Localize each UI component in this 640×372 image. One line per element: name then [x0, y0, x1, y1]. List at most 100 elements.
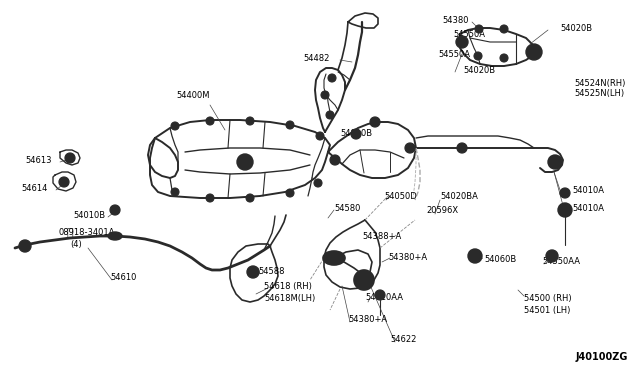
Circle shape — [408, 145, 413, 151]
Circle shape — [560, 188, 570, 198]
Text: 54380: 54380 — [443, 16, 469, 25]
Circle shape — [500, 25, 508, 33]
Text: 54380+A: 54380+A — [348, 315, 387, 324]
Text: 54060B: 54060B — [484, 256, 516, 264]
Circle shape — [250, 269, 256, 275]
Circle shape — [288, 123, 292, 127]
Text: 54010A: 54010A — [572, 186, 604, 195]
Circle shape — [548, 155, 562, 169]
Circle shape — [248, 119, 252, 123]
Circle shape — [19, 240, 31, 252]
Circle shape — [288, 191, 292, 195]
Circle shape — [477, 27, 481, 31]
Text: 54020B: 54020B — [463, 65, 495, 74]
Text: J40100ZG: J40100ZG — [575, 352, 628, 362]
Circle shape — [502, 56, 506, 60]
Circle shape — [359, 275, 369, 285]
Circle shape — [476, 54, 480, 58]
Circle shape — [326, 111, 334, 119]
Circle shape — [405, 143, 415, 153]
Text: 54501 (LH): 54501 (LH) — [524, 305, 570, 314]
Text: 54618M(LH): 54618M(LH) — [264, 294, 316, 302]
Circle shape — [330, 155, 340, 165]
Ellipse shape — [323, 251, 345, 265]
Text: 54525N(LH): 54525N(LH) — [574, 89, 624, 97]
Circle shape — [65, 153, 75, 163]
Circle shape — [378, 292, 383, 298]
Text: 08918-3401A: 08918-3401A — [58, 228, 115, 237]
Text: 54050D: 54050D — [384, 192, 417, 201]
Circle shape — [472, 253, 479, 260]
Circle shape — [246, 117, 254, 125]
Circle shape — [330, 76, 334, 80]
Circle shape — [323, 93, 327, 97]
Text: 54524N(RH): 54524N(RH) — [574, 78, 625, 87]
Circle shape — [113, 208, 118, 212]
Circle shape — [248, 196, 252, 200]
Circle shape — [474, 52, 482, 60]
Circle shape — [67, 155, 72, 160]
Circle shape — [370, 117, 380, 127]
Text: 54622: 54622 — [390, 336, 417, 344]
Text: 20596X: 20596X — [426, 205, 458, 215]
Circle shape — [475, 25, 483, 33]
Circle shape — [549, 253, 555, 259]
Ellipse shape — [111, 234, 118, 238]
Circle shape — [552, 158, 559, 166]
Text: 54618 (RH): 54618 (RH) — [264, 282, 312, 291]
Circle shape — [459, 39, 465, 45]
Circle shape — [500, 54, 508, 62]
Circle shape — [563, 190, 568, 196]
Circle shape — [328, 113, 332, 117]
Text: Ⓝ: Ⓝ — [67, 228, 74, 238]
Circle shape — [314, 179, 322, 187]
Text: 54020B: 54020B — [560, 23, 592, 32]
Circle shape — [375, 290, 385, 300]
Circle shape — [316, 132, 324, 140]
Text: 54550A: 54550A — [453, 29, 485, 38]
Circle shape — [502, 27, 506, 31]
Circle shape — [316, 181, 320, 185]
Text: 54010A: 54010A — [572, 203, 604, 212]
Circle shape — [546, 250, 558, 262]
Text: 54588: 54588 — [258, 267, 285, 276]
Circle shape — [286, 189, 294, 197]
Text: 54020BA: 54020BA — [440, 192, 478, 201]
Circle shape — [110, 205, 120, 215]
Ellipse shape — [328, 254, 339, 262]
Text: 54614: 54614 — [22, 183, 48, 192]
Circle shape — [173, 124, 177, 128]
Circle shape — [318, 134, 322, 138]
Circle shape — [457, 143, 467, 153]
Circle shape — [353, 131, 358, 137]
Circle shape — [354, 270, 374, 290]
Text: 54500 (RH): 54500 (RH) — [524, 294, 572, 302]
Text: 54580: 54580 — [334, 203, 360, 212]
Circle shape — [171, 188, 179, 196]
Circle shape — [208, 196, 212, 200]
Circle shape — [558, 203, 572, 217]
Text: 54613: 54613 — [26, 155, 52, 164]
Text: (4): (4) — [70, 240, 82, 248]
Circle shape — [351, 129, 361, 139]
Circle shape — [246, 194, 254, 202]
Text: 54550A: 54550A — [438, 49, 470, 58]
Circle shape — [61, 180, 67, 185]
Text: 54610: 54610 — [110, 273, 136, 282]
Text: 54010B: 54010B — [73, 211, 105, 219]
Circle shape — [208, 119, 212, 123]
Circle shape — [530, 48, 538, 56]
Circle shape — [241, 158, 249, 166]
Circle shape — [237, 154, 253, 170]
Circle shape — [468, 249, 482, 263]
Text: 54010B: 54010B — [340, 128, 372, 138]
Text: 54010AA: 54010AA — [365, 294, 403, 302]
Circle shape — [321, 91, 329, 99]
Circle shape — [247, 266, 259, 278]
Circle shape — [526, 44, 542, 60]
Ellipse shape — [108, 232, 122, 240]
Circle shape — [286, 121, 294, 129]
Circle shape — [59, 177, 69, 187]
Circle shape — [206, 194, 214, 202]
Circle shape — [173, 190, 177, 194]
